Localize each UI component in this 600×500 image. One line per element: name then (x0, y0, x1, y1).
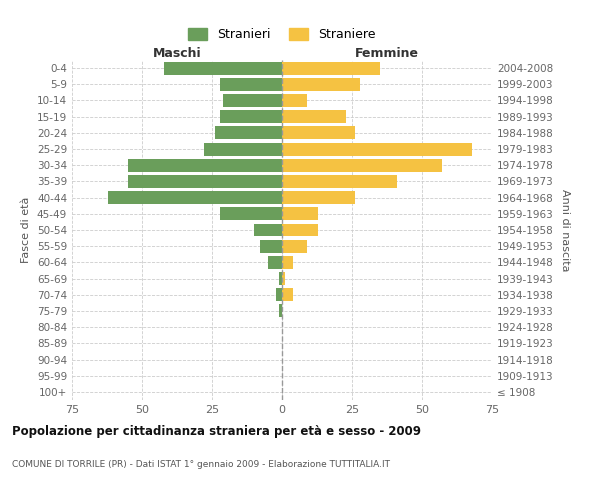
Bar (215, 126, 282, 140)
Bar (128, 159, 282, 172)
Bar (277, 288, 282, 301)
Bar (220, 110, 282, 123)
Bar (260, 240, 282, 252)
Text: COMUNE DI TORRILE (PR) - Dati ISTAT 1° gennaio 2009 - Elaborazione TUTTITALIA.IT: COMUNE DI TORRILE (PR) - Dati ISTAT 1° g… (12, 460, 390, 469)
Bar (282, 62, 380, 74)
Bar (109, 191, 282, 204)
Bar (268, 256, 282, 269)
Bar (282, 94, 307, 107)
Bar (282, 288, 293, 301)
Bar (282, 175, 397, 188)
Bar (282, 78, 361, 91)
Bar (282, 240, 307, 252)
Bar (220, 208, 282, 220)
Bar (282, 272, 285, 285)
Bar (279, 304, 282, 318)
Bar (282, 159, 442, 172)
Bar (282, 191, 355, 204)
Bar (282, 126, 355, 140)
Bar (282, 110, 346, 123)
Bar (254, 224, 282, 236)
Bar (282, 256, 293, 269)
Bar (128, 175, 282, 188)
Bar (220, 78, 282, 91)
Legend: Stranieri, Straniere: Stranieri, Straniere (182, 22, 382, 48)
Bar (164, 62, 282, 74)
Bar (223, 94, 282, 107)
Text: Femmine: Femmine (355, 47, 419, 60)
Bar (279, 272, 282, 285)
Bar (282, 142, 472, 156)
Bar (203, 142, 282, 156)
Text: Popolazione per cittadinanza straniera per età e sesso - 2009: Popolazione per cittadinanza straniera p… (12, 425, 421, 438)
Text: Maschi: Maschi (152, 47, 202, 60)
Y-axis label: Anni di nascita: Anni di nascita (560, 188, 570, 271)
Y-axis label: Fasce di età: Fasce di età (22, 197, 31, 263)
Bar (282, 224, 319, 236)
Bar (282, 208, 319, 220)
